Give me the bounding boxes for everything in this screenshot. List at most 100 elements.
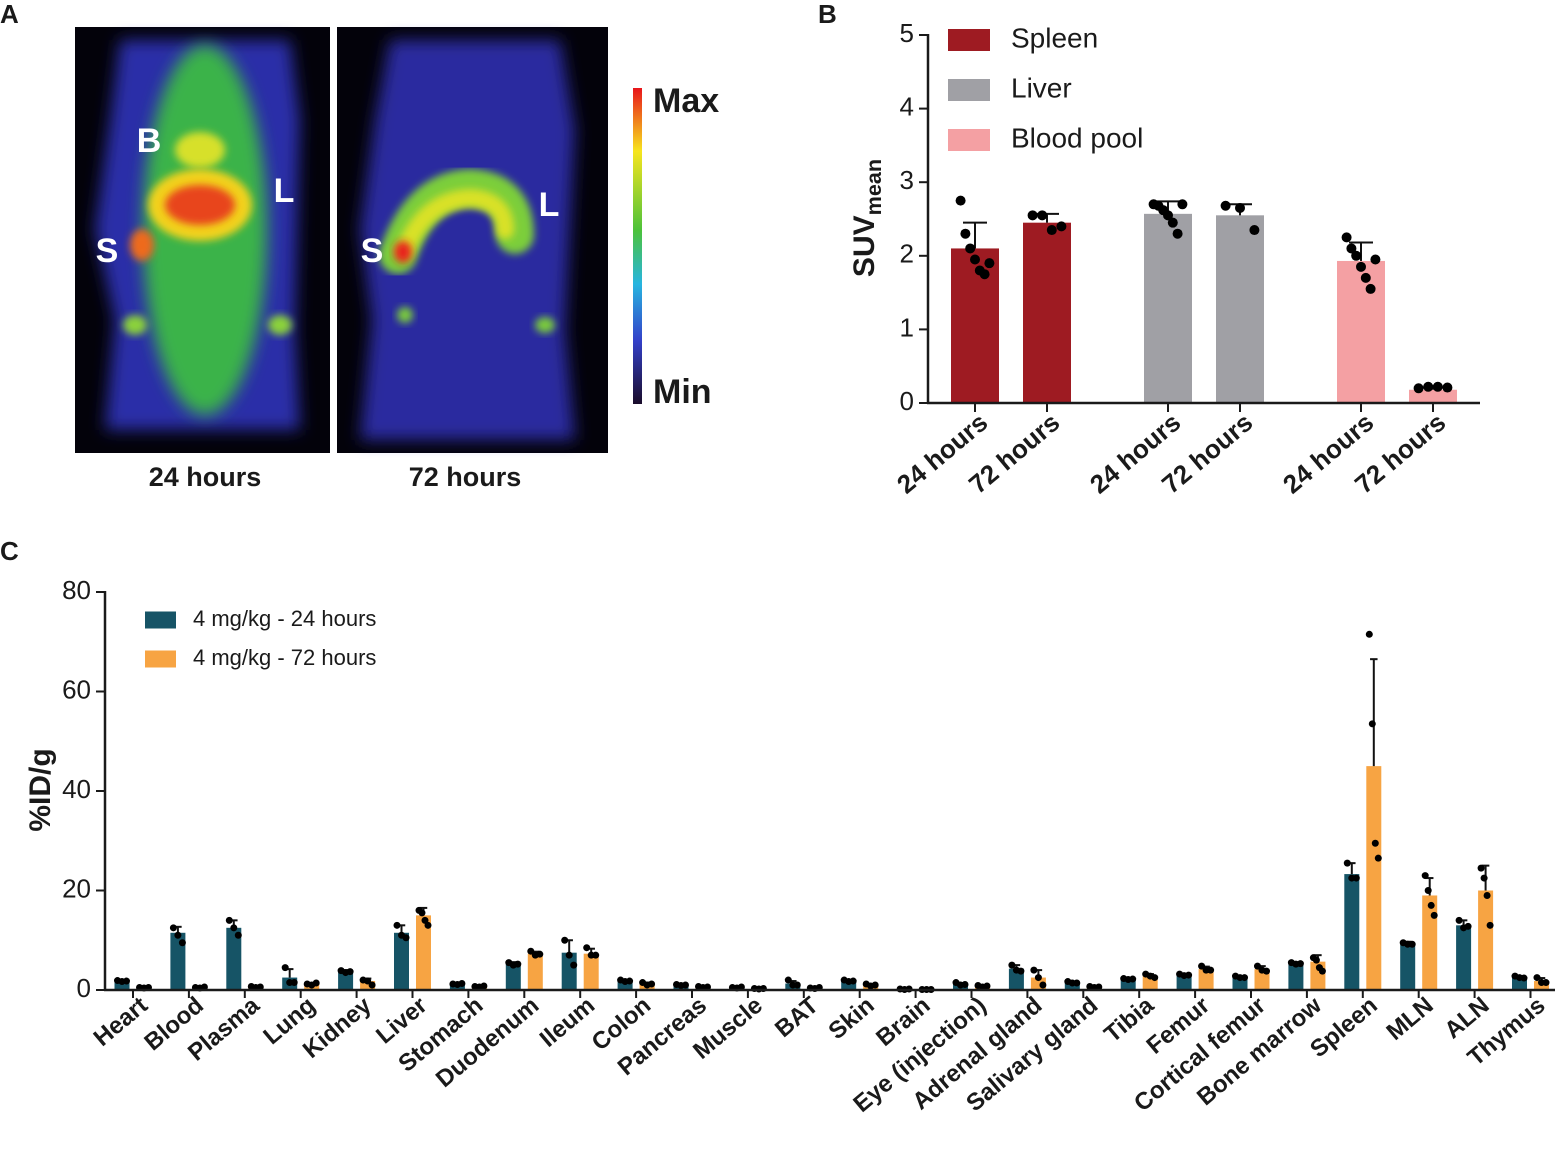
y-tick-label: 80 xyxy=(62,575,91,605)
legend-swatch xyxy=(948,29,990,51)
data-point xyxy=(1341,232,1352,243)
legend-label: 4 mg/kg - 24 hours xyxy=(193,606,376,631)
data-point xyxy=(1030,966,1038,974)
bar xyxy=(583,953,599,990)
data-point xyxy=(1296,960,1304,968)
y-tick-label: 4 xyxy=(900,91,914,121)
bar xyxy=(505,964,521,990)
x-tick-label: MLN xyxy=(1381,992,1438,1046)
data-point xyxy=(583,944,591,952)
data-point xyxy=(368,981,376,989)
y-tick-label: 5 xyxy=(900,18,914,48)
image-caption: 24 hours xyxy=(149,462,262,492)
data-point xyxy=(565,951,573,959)
data-point xyxy=(871,981,879,989)
y-tick-label: 60 xyxy=(62,674,91,704)
bar xyxy=(360,981,376,990)
data-point xyxy=(1312,956,1320,964)
panel-label: A xyxy=(0,0,19,29)
bar xyxy=(170,932,186,990)
data-point xyxy=(1220,200,1231,211)
data-point xyxy=(1034,974,1042,982)
data-point xyxy=(955,195,966,206)
data-point xyxy=(364,977,372,985)
data-point xyxy=(178,939,186,947)
data-point xyxy=(1408,940,1416,948)
data-point xyxy=(1371,839,1379,847)
data-point xyxy=(1039,981,1047,989)
data-point xyxy=(592,951,600,959)
data-point xyxy=(1343,859,1351,867)
data-point xyxy=(1486,921,1494,929)
data-point xyxy=(682,981,689,989)
bar xyxy=(1478,890,1494,990)
legend-label: Blood pool xyxy=(1011,122,1143,153)
data-point xyxy=(849,977,857,985)
data-point xyxy=(1172,228,1183,239)
data-point xyxy=(1151,974,1159,982)
data-point xyxy=(1056,221,1067,232)
legend-swatch xyxy=(948,79,990,101)
bar xyxy=(527,953,543,990)
data-point xyxy=(1046,225,1057,236)
data-point xyxy=(1318,967,1326,975)
y-axis-label-main: SUV xyxy=(848,215,881,277)
data-point xyxy=(346,968,354,976)
data-point xyxy=(1365,283,1376,294)
data-point xyxy=(1432,381,1443,392)
bar xyxy=(1400,943,1416,990)
data-point xyxy=(1427,901,1435,909)
data-point xyxy=(1464,922,1472,930)
pet-image-24h xyxy=(75,27,330,453)
pet-image-72h xyxy=(337,27,608,453)
data-point xyxy=(1207,966,1215,974)
data-point xyxy=(1360,272,1371,283)
y-axis-label-sub: mean xyxy=(861,159,886,215)
bar xyxy=(226,927,242,990)
bar xyxy=(1288,963,1304,990)
data-point xyxy=(1483,891,1491,899)
data-point xyxy=(174,931,182,939)
data-point xyxy=(1533,974,1541,982)
bar xyxy=(394,932,409,990)
data-point xyxy=(1249,225,1260,236)
data-point xyxy=(1455,916,1463,924)
data-point xyxy=(402,934,410,942)
bar xyxy=(1422,895,1438,990)
data-point xyxy=(1520,974,1528,982)
data-point xyxy=(393,921,401,929)
data-point xyxy=(984,258,995,269)
image-label: L xyxy=(539,186,560,224)
x-tick-label: Skin xyxy=(823,992,879,1045)
data-point xyxy=(1442,382,1453,393)
data-point xyxy=(1346,243,1357,254)
data-point xyxy=(230,924,238,932)
bar xyxy=(1198,969,1214,990)
data-point xyxy=(1167,217,1178,228)
data-point xyxy=(1235,202,1245,213)
bar xyxy=(841,981,857,990)
y-tick-label: 40 xyxy=(62,774,91,804)
bar xyxy=(416,915,431,990)
data-point xyxy=(480,982,488,990)
y-tick-label: 0 xyxy=(77,973,91,1003)
data-point xyxy=(960,228,971,239)
data-point xyxy=(290,979,298,987)
data-point xyxy=(1008,961,1016,969)
data-point xyxy=(234,931,242,939)
data-point xyxy=(648,980,656,988)
data-point xyxy=(1542,979,1550,987)
data-point xyxy=(225,916,233,924)
bar xyxy=(1344,874,1360,990)
data-point xyxy=(979,269,990,280)
data-point xyxy=(1421,872,1429,880)
bar xyxy=(1216,215,1264,403)
legend-label: Liver xyxy=(1011,72,1072,103)
y-tick-label: 3 xyxy=(900,165,914,195)
image-caption: 72 hours xyxy=(409,462,522,492)
data-point xyxy=(1177,199,1188,210)
data-point xyxy=(1352,874,1360,882)
bar xyxy=(114,981,130,990)
image-label: S xyxy=(361,232,384,270)
